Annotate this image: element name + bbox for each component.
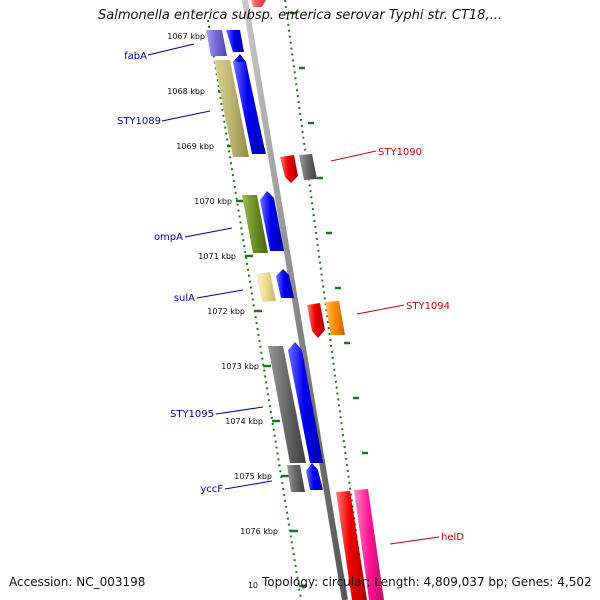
gene-label-sulA[interactable]: sulA (174, 293, 195, 304)
tick-label-1069: 1069 kbp (176, 142, 214, 151)
gene-STY1090-cds (280, 155, 298, 183)
tick-label-1076: 1076 kbp (240, 527, 278, 536)
gene-label-STY1095[interactable]: STY1095 (170, 409, 214, 420)
topology-text: Topology: circular; Length: 4,809,037 bp… (262, 575, 592, 589)
gene-sulA-cds (276, 269, 294, 298)
gene-STY1090-feature (299, 154, 317, 180)
tick-label-1071: 1071 kbp (198, 252, 236, 261)
gene-STY1094-cds (307, 303, 325, 338)
gene-ompA-cds (260, 191, 284, 251)
gene-ompA-feature (242, 195, 268, 253)
tick-label-1073: 1073 kbp (221, 362, 259, 371)
reverse-scale-line (284, 0, 366, 600)
gene-fabA-feature (206, 30, 227, 56)
gene-label-STY1089[interactable]: STY1089 (117, 116, 161, 127)
tick-label-1068: 1068 kbp (167, 87, 205, 96)
tick-label-1070: 1070 kbp (194, 197, 232, 206)
leader-fabA (147, 43, 195, 56)
gene-label-STY1090[interactable]: STY1090 (378, 147, 422, 158)
gene-yccF-cds (306, 463, 323, 490)
forward-scale-line (207, 19, 302, 600)
gene-fabA-cds (226, 30, 244, 52)
gene-STY1089-feature (214, 60, 249, 157)
tick-label-1075: 1075 kbp (234, 472, 272, 481)
gene-label-ompA[interactable]: ompA (154, 232, 183, 243)
map-title: Salmonella enterica subsp. enterica sero… (98, 8, 502, 23)
gene-STY1089-cds-head (233, 54, 246, 62)
gene-fragment-top (251, 0, 266, 7)
gene-label-yccF[interactable]: yccF (200, 484, 223, 495)
gene-sulA-feature (256, 272, 276, 302)
gene-STY1095-feature (268, 346, 306, 463)
leader-ompA (184, 227, 233, 238)
leader-sulA (196, 289, 244, 299)
gene-helD-feature (354, 489, 384, 600)
tick-label-1077: 10 (248, 581, 258, 590)
tick-label-1067: 1067 kbp (167, 32, 205, 41)
gene-label-STY1094[interactable]: STY1094 (406, 301, 450, 312)
leader-STY1089 (161, 110, 211, 122)
gene-label-fabA[interactable]: fabA (124, 51, 147, 62)
leader-STY1090 (330, 150, 377, 162)
gene-STY1095-cds (288, 342, 323, 463)
gene-yccF-feature (287, 465, 305, 492)
tick-label-1074: 1074 kbp (225, 417, 263, 426)
gene-STY1089-cds (233, 62, 266, 154)
tick-label-1072: 1072 kbp (207, 307, 245, 316)
leader-yccF (224, 480, 273, 490)
leader-STY1095 (215, 406, 264, 415)
leader-STY1094 (356, 304, 405, 315)
accession-text: Accession: NC_003198 (9, 575, 146, 589)
minor-ticks (290, 11, 368, 455)
gene-helD-cds (336, 491, 367, 600)
leader-helD (389, 536, 440, 545)
genome-backbone (242, 0, 348, 600)
gene-label-helD[interactable]: helD (441, 532, 464, 543)
gene-STY1094-feature (325, 301, 345, 335)
